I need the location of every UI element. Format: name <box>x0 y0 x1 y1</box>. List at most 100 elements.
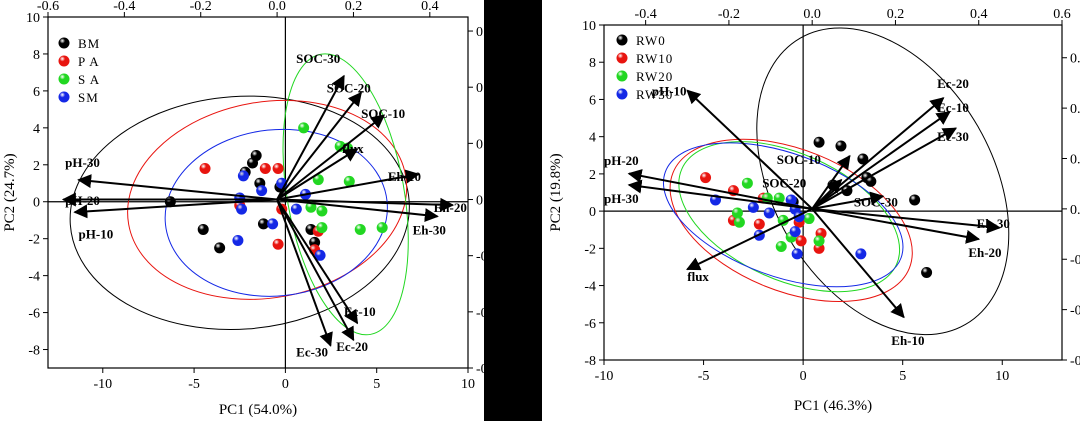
x-tick-label: 5 <box>373 377 380 392</box>
loading-label-ph-20: pH-20 <box>65 193 100 208</box>
confidence-ellipse-sm <box>164 128 388 297</box>
point-bm <box>214 242 226 254</box>
point-rw10 <box>700 172 712 184</box>
top-tick-label: 0.4 <box>421 0 439 14</box>
loading-label-ec-20: Ec-20 <box>937 76 969 91</box>
loading-arrow-soc-20 <box>276 91 362 201</box>
legend-label-sm: SM <box>78 90 99 105</box>
y-tick-label: 10 <box>26 11 40 26</box>
loading-label-flux: flux <box>342 141 364 156</box>
confidence-ellipse-rw30 <box>662 142 904 288</box>
point-rw30 <box>763 207 775 219</box>
point-rw20 <box>813 235 825 247</box>
loading-label-ec-10: Ec-10 <box>344 304 376 319</box>
loading-arrow-eh-20 <box>277 197 455 212</box>
loading-arrow-soc-10 <box>276 114 386 201</box>
pca-biplot-a: -10 -5 0 5 10 10 8 6 4 2 0 -2 -4 -6 -8 -0.6 -0.4 -0.2 0.0 0… <box>2 0 484 418</box>
point-sm <box>237 170 249 182</box>
x-tick-label: 0 <box>800 369 807 384</box>
top-tick-label: 0.4 <box>970 7 988 22</box>
point-bm <box>257 218 269 230</box>
point-rw20 <box>741 177 753 189</box>
loading-arrow-eh-10 <box>811 208 905 319</box>
y-tick-label: -2 <box>28 233 40 248</box>
plot-frame <box>47 16 469 369</box>
loading-label-ph-20: pH-20 <box>604 153 639 168</box>
loading-arrow-flux <box>686 207 813 271</box>
right-tick-label: 0.6 <box>476 25 484 40</box>
point-p-a <box>272 238 284 250</box>
x-tick-label: 0 <box>282 377 289 392</box>
point-rw0 <box>921 267 933 279</box>
loading-label-soc-30: SOC-30 <box>854 195 898 210</box>
confidence-ellipse-rw10 <box>669 138 913 303</box>
legend-label-rw0: RW0 <box>636 33 666 48</box>
confidence-ellipse-rw20 <box>678 141 901 293</box>
top-tick-label: -0.2 <box>718 7 740 22</box>
x-axis-title: PC1 (46.3%) <box>794 398 872 414</box>
loading-arrow-eh-30 <box>276 198 439 223</box>
y-tick-label: 4 <box>589 131 596 146</box>
loading-arrow-ec-10 <box>276 198 359 325</box>
y-tick-label: -8 <box>584 354 596 369</box>
point-s-a <box>316 222 328 234</box>
point-s-a <box>316 205 328 217</box>
point-bm <box>197 223 209 235</box>
legend-label-rw10: RW10 <box>636 51 673 66</box>
loading-label-eh-20: Eh-20 <box>968 245 1001 260</box>
point-rw10 <box>753 218 765 230</box>
point-rw20 <box>773 192 785 204</box>
right-tick-label: 0.6 <box>1070 52 1080 67</box>
y-tick-label: -4 <box>28 270 40 285</box>
loading-arrow-flux <box>276 148 359 201</box>
loading-label-ec-30: Ec-30 <box>296 345 328 360</box>
point-rw0 <box>909 194 921 206</box>
point-rw20 <box>775 240 787 252</box>
y-tick-label: 8 <box>589 56 596 71</box>
point-rw30 <box>785 194 797 206</box>
loading-arrow-ph-30 <box>627 179 813 210</box>
top-tick-label: 0.2 <box>887 7 905 22</box>
y-tick-label: -2 <box>584 242 596 257</box>
top-tick-label: -0.4 <box>113 0 135 14</box>
point-s-a <box>343 175 355 187</box>
legend-label-s-a: S A <box>78 72 100 87</box>
y-tick-label: 0 <box>33 196 40 211</box>
right-tick-label: -0.2 <box>1070 253 1080 268</box>
right-tick-label: 0.0 <box>1070 203 1080 218</box>
right-tick-label: 0.2 <box>1070 152 1080 167</box>
loading-label-soc-20: SOC-20 <box>327 81 371 96</box>
y-tick-label: -6 <box>28 307 40 322</box>
loading-label-ph-10: pH-10 <box>652 84 687 99</box>
confidence-ellipse-bm <box>69 95 410 331</box>
x-tick-label: -10 <box>595 369 614 384</box>
point-sm <box>236 203 248 215</box>
legend-marker-s-a <box>58 73 70 85</box>
right-tick-label: 0.2 <box>476 137 484 152</box>
point-s-a <box>312 174 324 186</box>
loading-arrow-ph-10 <box>686 89 813 210</box>
loading-label-ec-10: Ec-10 <box>937 100 969 115</box>
legend-marker-rw20 <box>616 70 628 82</box>
loading-arrow-ph-20 <box>627 169 813 210</box>
x-tick-label: -5 <box>698 369 710 384</box>
loading-arrow-soc-30 <box>276 74 345 200</box>
y-tick-label: 4 <box>33 122 40 137</box>
loading-arrow-ph-10 <box>73 198 278 219</box>
point-s-a <box>376 222 388 234</box>
y-tick-label: 8 <box>33 48 40 63</box>
point-sm <box>314 249 326 261</box>
loading-label-soc-10: SOC-10 <box>361 106 405 121</box>
loading-label-ph-30: pH-30 <box>604 191 639 206</box>
top-tick-label: 0.0 <box>803 7 821 22</box>
loading-arrow-ec-30 <box>276 199 333 347</box>
top-tick-label: -0.6 <box>37 0 59 14</box>
point-s-a <box>298 122 310 134</box>
legend-marker-p-a <box>58 55 70 67</box>
loading-arrow-eh-20 <box>812 207 981 244</box>
top-tick-label: 0.2 <box>345 0 363 14</box>
y-tick-label: -4 <box>584 280 596 295</box>
pca-biplot-b: -10 -5 0 5 10 10 8 6 4 2 0 -2 -4 -6 -8 -0.4 -0.2 0.0 0.2 0.… <box>548 7 1080 414</box>
right-tick-label: -0.4 <box>1070 304 1080 319</box>
point-sm <box>290 203 302 215</box>
